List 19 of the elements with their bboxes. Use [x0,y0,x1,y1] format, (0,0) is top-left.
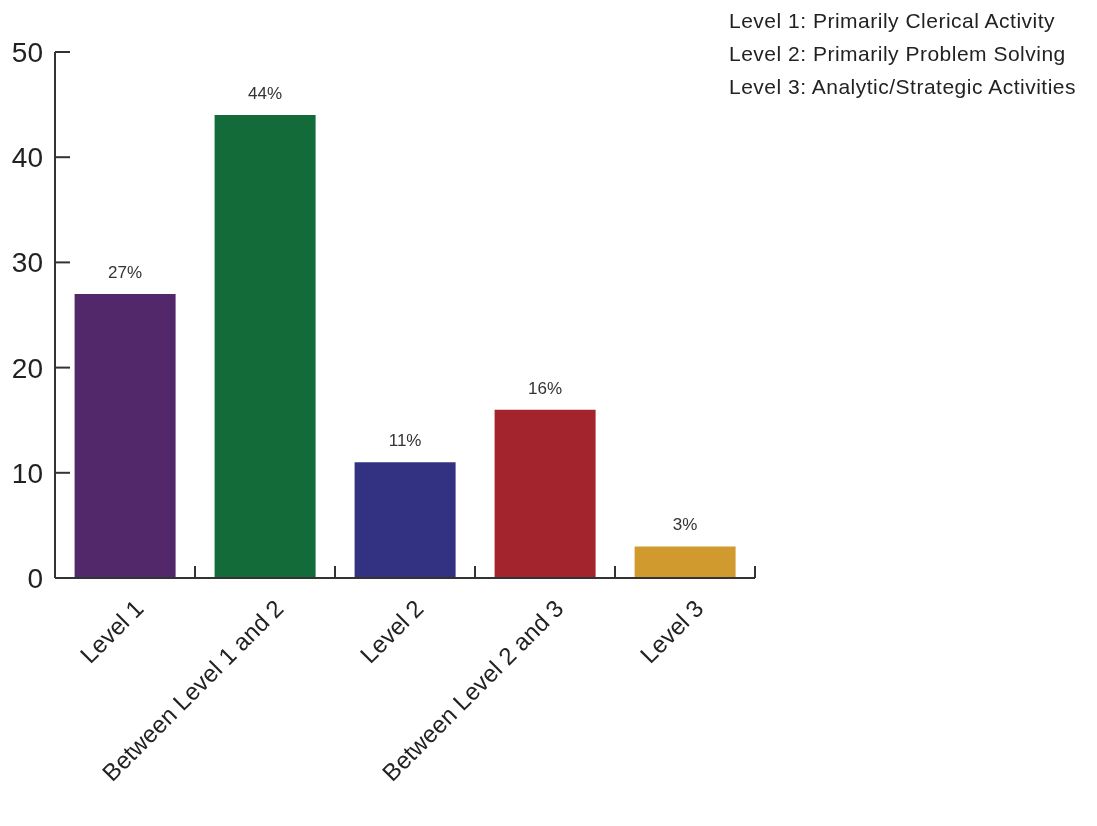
y-tick-label: 10 [11,457,43,489]
annotation: Level 2: Primarily Problem Solving [729,41,1067,67]
data-label: 27% [108,262,143,282]
y-tick-label: 0 [27,563,43,595]
bar [214,115,316,578]
bar [494,409,596,578]
data-label: 11% [388,431,422,451]
y-tick-label: 20 [11,352,43,384]
y-tick-label: 40 [11,142,43,174]
bar [74,293,176,578]
y-tick-label: 50 [11,37,43,69]
y-tick-label: 30 [11,247,43,279]
annotation: Level 3: Analytic/Strategic Activities [729,74,1076,100]
data-label: 16% [528,378,563,398]
data-label: 3% [672,515,698,535]
text: Level 1: Primarily Clerical Activity [729,8,1057,34]
bar [354,462,456,578]
bar [634,546,736,578]
data-label: 44% [248,84,283,104]
